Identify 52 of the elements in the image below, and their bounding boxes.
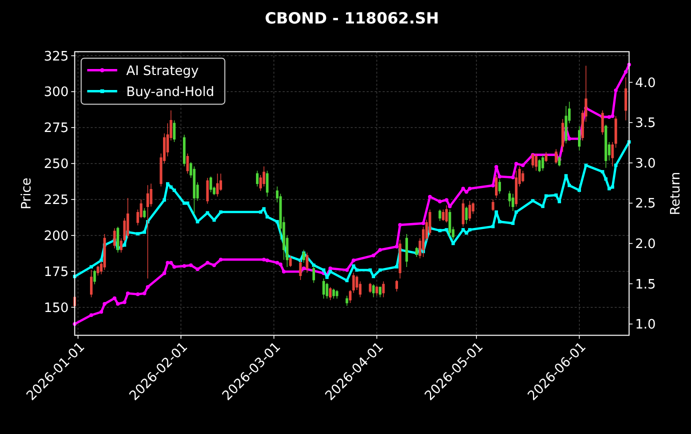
- candlestick: [512, 193, 514, 212]
- candlestick: [346, 295, 348, 306]
- candlestick: [210, 176, 212, 193]
- y-tick-label: 175: [44, 264, 69, 280]
- candlestick: [508, 190, 511, 207]
- candlestick: [326, 282, 328, 299]
- candlestick: [96, 265, 100, 276]
- candlestick: [262, 166, 266, 187]
- candlestick: [143, 208, 146, 218]
- y-tick-label: 275: [44, 121, 69, 136]
- y-tick-label: 300: [44, 85, 69, 100]
- y-tick-label: 225: [44, 193, 69, 208]
- candlestick: [289, 255, 292, 268]
- y2-tick-label: 1.5: [635, 277, 656, 292]
- candlestick: [336, 290, 338, 299]
- candlestick: [624, 76, 628, 121]
- y-axis-title: Price: [20, 178, 35, 210]
- candlestick: [492, 199, 494, 212]
- y2-tick-label: 3.0: [635, 156, 656, 172]
- candlestick: [382, 281, 385, 298]
- legend-label: AI Strategy: [126, 64, 200, 79]
- y2-axis-title: Return: [668, 172, 684, 216]
- y2-tick-label: 3.5: [635, 116, 656, 132]
- candlestick: [522, 170, 524, 183]
- y2-tick-label: 1.0: [635, 318, 656, 333]
- candlestick: [438, 209, 442, 222]
- y-tick-label: 150: [44, 300, 69, 316]
- candlestick: [332, 288, 335, 299]
- candlestick: [329, 286, 332, 300]
- y2-tick-label: 2.5: [635, 196, 656, 212]
- candlestick: [312, 265, 316, 284]
- candlestick: [186, 153, 189, 174]
- y-tick-label: 200: [44, 228, 69, 244]
- y-tick-label: 250: [44, 157, 69, 172]
- candlestick: [306, 252, 308, 274]
- candlestick: [372, 284, 375, 298]
- legend-label: Buy-and-Hold: [126, 84, 214, 100]
- chart-title: CBOND - 118062.SH: [264, 9, 439, 28]
- y-tick-label: 325: [44, 49, 69, 64]
- y2-tick-label: 2.0: [635, 237, 656, 252]
- candlestick: [216, 173, 219, 197]
- candlestick: [395, 280, 398, 292]
- candlestick: [146, 184, 150, 279]
- candlestick: [445, 204, 448, 223]
- candlestick: [544, 152, 548, 162]
- candlestick: [256, 170, 259, 187]
- candlestick: [442, 209, 444, 222]
- candlestick: [534, 153, 538, 172]
- y2-tick-label: 4.0: [635, 76, 656, 91]
- candlestick: [465, 206, 468, 224]
- candlestick: [538, 158, 541, 173]
- candlestick: [206, 178, 209, 204]
